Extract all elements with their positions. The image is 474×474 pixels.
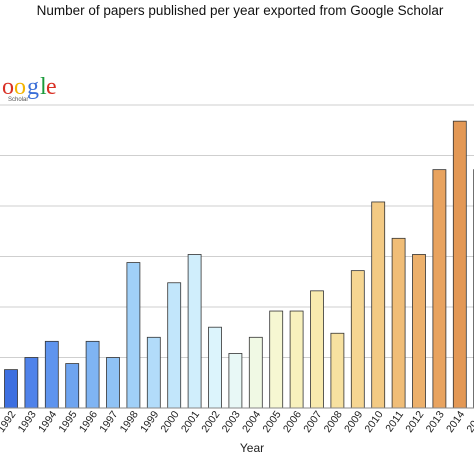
x-tick-labels: 1992199319941995199619971998199920002001…: [0, 409, 474, 435]
x-tick-label: 2004: [240, 409, 263, 435]
x-tick-label: 1994: [36, 409, 59, 435]
x-tick-label: 2010: [362, 409, 385, 435]
bar-1999: [146, 336, 161, 409]
x-tick-label: 1992: [0, 409, 19, 435]
chart-title: Number of papers published per year expo…: [37, 3, 444, 18]
x-tick-label: 2012: [403, 409, 426, 435]
x-tick-label: 2006: [281, 409, 304, 435]
bar-2001: [187, 254, 202, 409]
bar-2002: [208, 326, 222, 409]
bar-2004: [248, 336, 263, 409]
google-scholar-logo: o o g l e Scholar: [2, 74, 57, 103]
bar-2013: [432, 169, 447, 409]
x-tick-label: 2015: [464, 409, 474, 435]
logo-letter-o1: o: [2, 74, 14, 100]
bar-2014: [452, 120, 467, 409]
bar-1995: [65, 363, 80, 409]
logo-letter-g: g: [27, 74, 39, 100]
bar-2007: [310, 290, 324, 409]
x-tick-label: 1997: [97, 409, 120, 435]
bar-2011: [391, 237, 406, 409]
bar-1998: [126, 262, 141, 409]
x-tick-label: 1998: [118, 409, 141, 435]
bar-1993: [24, 357, 39, 409]
logo-letter-l: l: [40, 74, 47, 100]
bar-2009: [350, 270, 365, 409]
logo-letter-e: e: [46, 74, 57, 100]
x-tick-label: 1993: [16, 409, 39, 435]
bar-2010: [371, 201, 386, 409]
bar-1997: [106, 357, 120, 409]
bar-1996: [85, 340, 100, 409]
bar-2008: [330, 332, 345, 409]
x-tick-label: 2007: [301, 409, 324, 435]
x-axis-label: Year: [240, 441, 264, 455]
x-tick-label: 2003: [220, 409, 243, 435]
bar-2012: [412, 254, 426, 409]
x-tick-label: 2013: [424, 409, 447, 435]
x-tick-label: 2008: [322, 409, 345, 435]
x-tick-label: 2001: [179, 409, 202, 435]
bar-2006: [289, 310, 304, 409]
bar-1994: [44, 340, 59, 409]
x-tick-label: 1995: [56, 409, 79, 435]
bars: [4, 120, 474, 409]
x-tick-label: 2014: [444, 409, 467, 435]
x-tick-label: 2005: [260, 409, 283, 435]
bar-2000: [167, 282, 182, 409]
x-tick-label: 2009: [342, 409, 365, 435]
logo-letter-o2: o: [14, 74, 26, 100]
x-tick-label: 1999: [138, 409, 161, 435]
bar-2003: [228, 353, 243, 409]
x-tick-label: 2011: [383, 409, 406, 435]
x-tick-label: 1996: [77, 409, 100, 435]
bar-1992: [4, 369, 18, 409]
bar-2005: [269, 310, 284, 409]
x-tick-label: 2002: [199, 409, 222, 435]
logo-subtitle: Scholar: [8, 97, 28, 103]
x-tick-label: 2000: [158, 409, 181, 435]
